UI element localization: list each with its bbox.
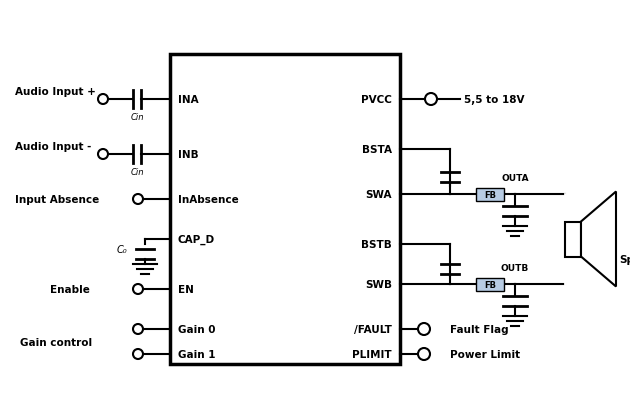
Text: OUTB: OUTB [501, 263, 529, 272]
Text: EN: EN [178, 284, 194, 294]
Text: FB: FB [484, 190, 496, 199]
Bar [170, 55, 400, 364]
Text: InAbsence: InAbsence [178, 195, 239, 204]
Text: Enable: Enable [50, 284, 90, 294]
Bar [565, 222, 581, 257]
Text: /FAULT: /FAULT [354, 324, 392, 334]
Text: C₀: C₀ [117, 244, 127, 254]
Text: PLIMIT: PLIMIT [352, 349, 392, 359]
Text: Power Limit: Power Limit [450, 349, 520, 359]
Circle shape [418, 348, 430, 360]
Text: BSTA: BSTA [362, 145, 392, 154]
Circle shape [133, 284, 143, 294]
Text: Speaker: Speaker [619, 254, 630, 264]
Text: SWB: SWB [365, 279, 392, 289]
Text: Gain 0: Gain 0 [178, 324, 215, 334]
Text: CAP_D: CAP_D [178, 234, 215, 244]
Bar [476, 188, 504, 201]
Circle shape [133, 349, 143, 359]
Text: BSTB: BSTB [361, 240, 392, 249]
Circle shape [98, 95, 108, 105]
Circle shape [418, 323, 430, 335]
Bar [476, 278, 504, 291]
Polygon shape [581, 192, 616, 287]
Text: Input Absence: Input Absence [15, 195, 100, 204]
Circle shape [98, 150, 108, 159]
Text: INA: INA [178, 95, 198, 105]
Text: Cin: Cin [130, 113, 144, 122]
Text: 5,5 to 18V: 5,5 to 18V [464, 95, 525, 105]
Text: FB: FB [484, 280, 496, 289]
Text: SWA: SWA [365, 190, 392, 199]
Text: Cin: Cin [130, 168, 144, 177]
Text: OUTA: OUTA [501, 173, 529, 183]
Text: Gain 1: Gain 1 [178, 349, 215, 359]
Text: Gain control: Gain control [20, 337, 92, 347]
Circle shape [133, 324, 143, 334]
Text: Fault Flag: Fault Flag [450, 324, 508, 334]
Text: Audio Input +: Audio Input + [15, 87, 96, 97]
Text: Audio Input -: Audio Input - [15, 142, 91, 152]
Text: INB: INB [178, 150, 198, 159]
Text: PVCC: PVCC [361, 95, 392, 105]
Circle shape [133, 195, 143, 204]
Circle shape [425, 94, 437, 106]
